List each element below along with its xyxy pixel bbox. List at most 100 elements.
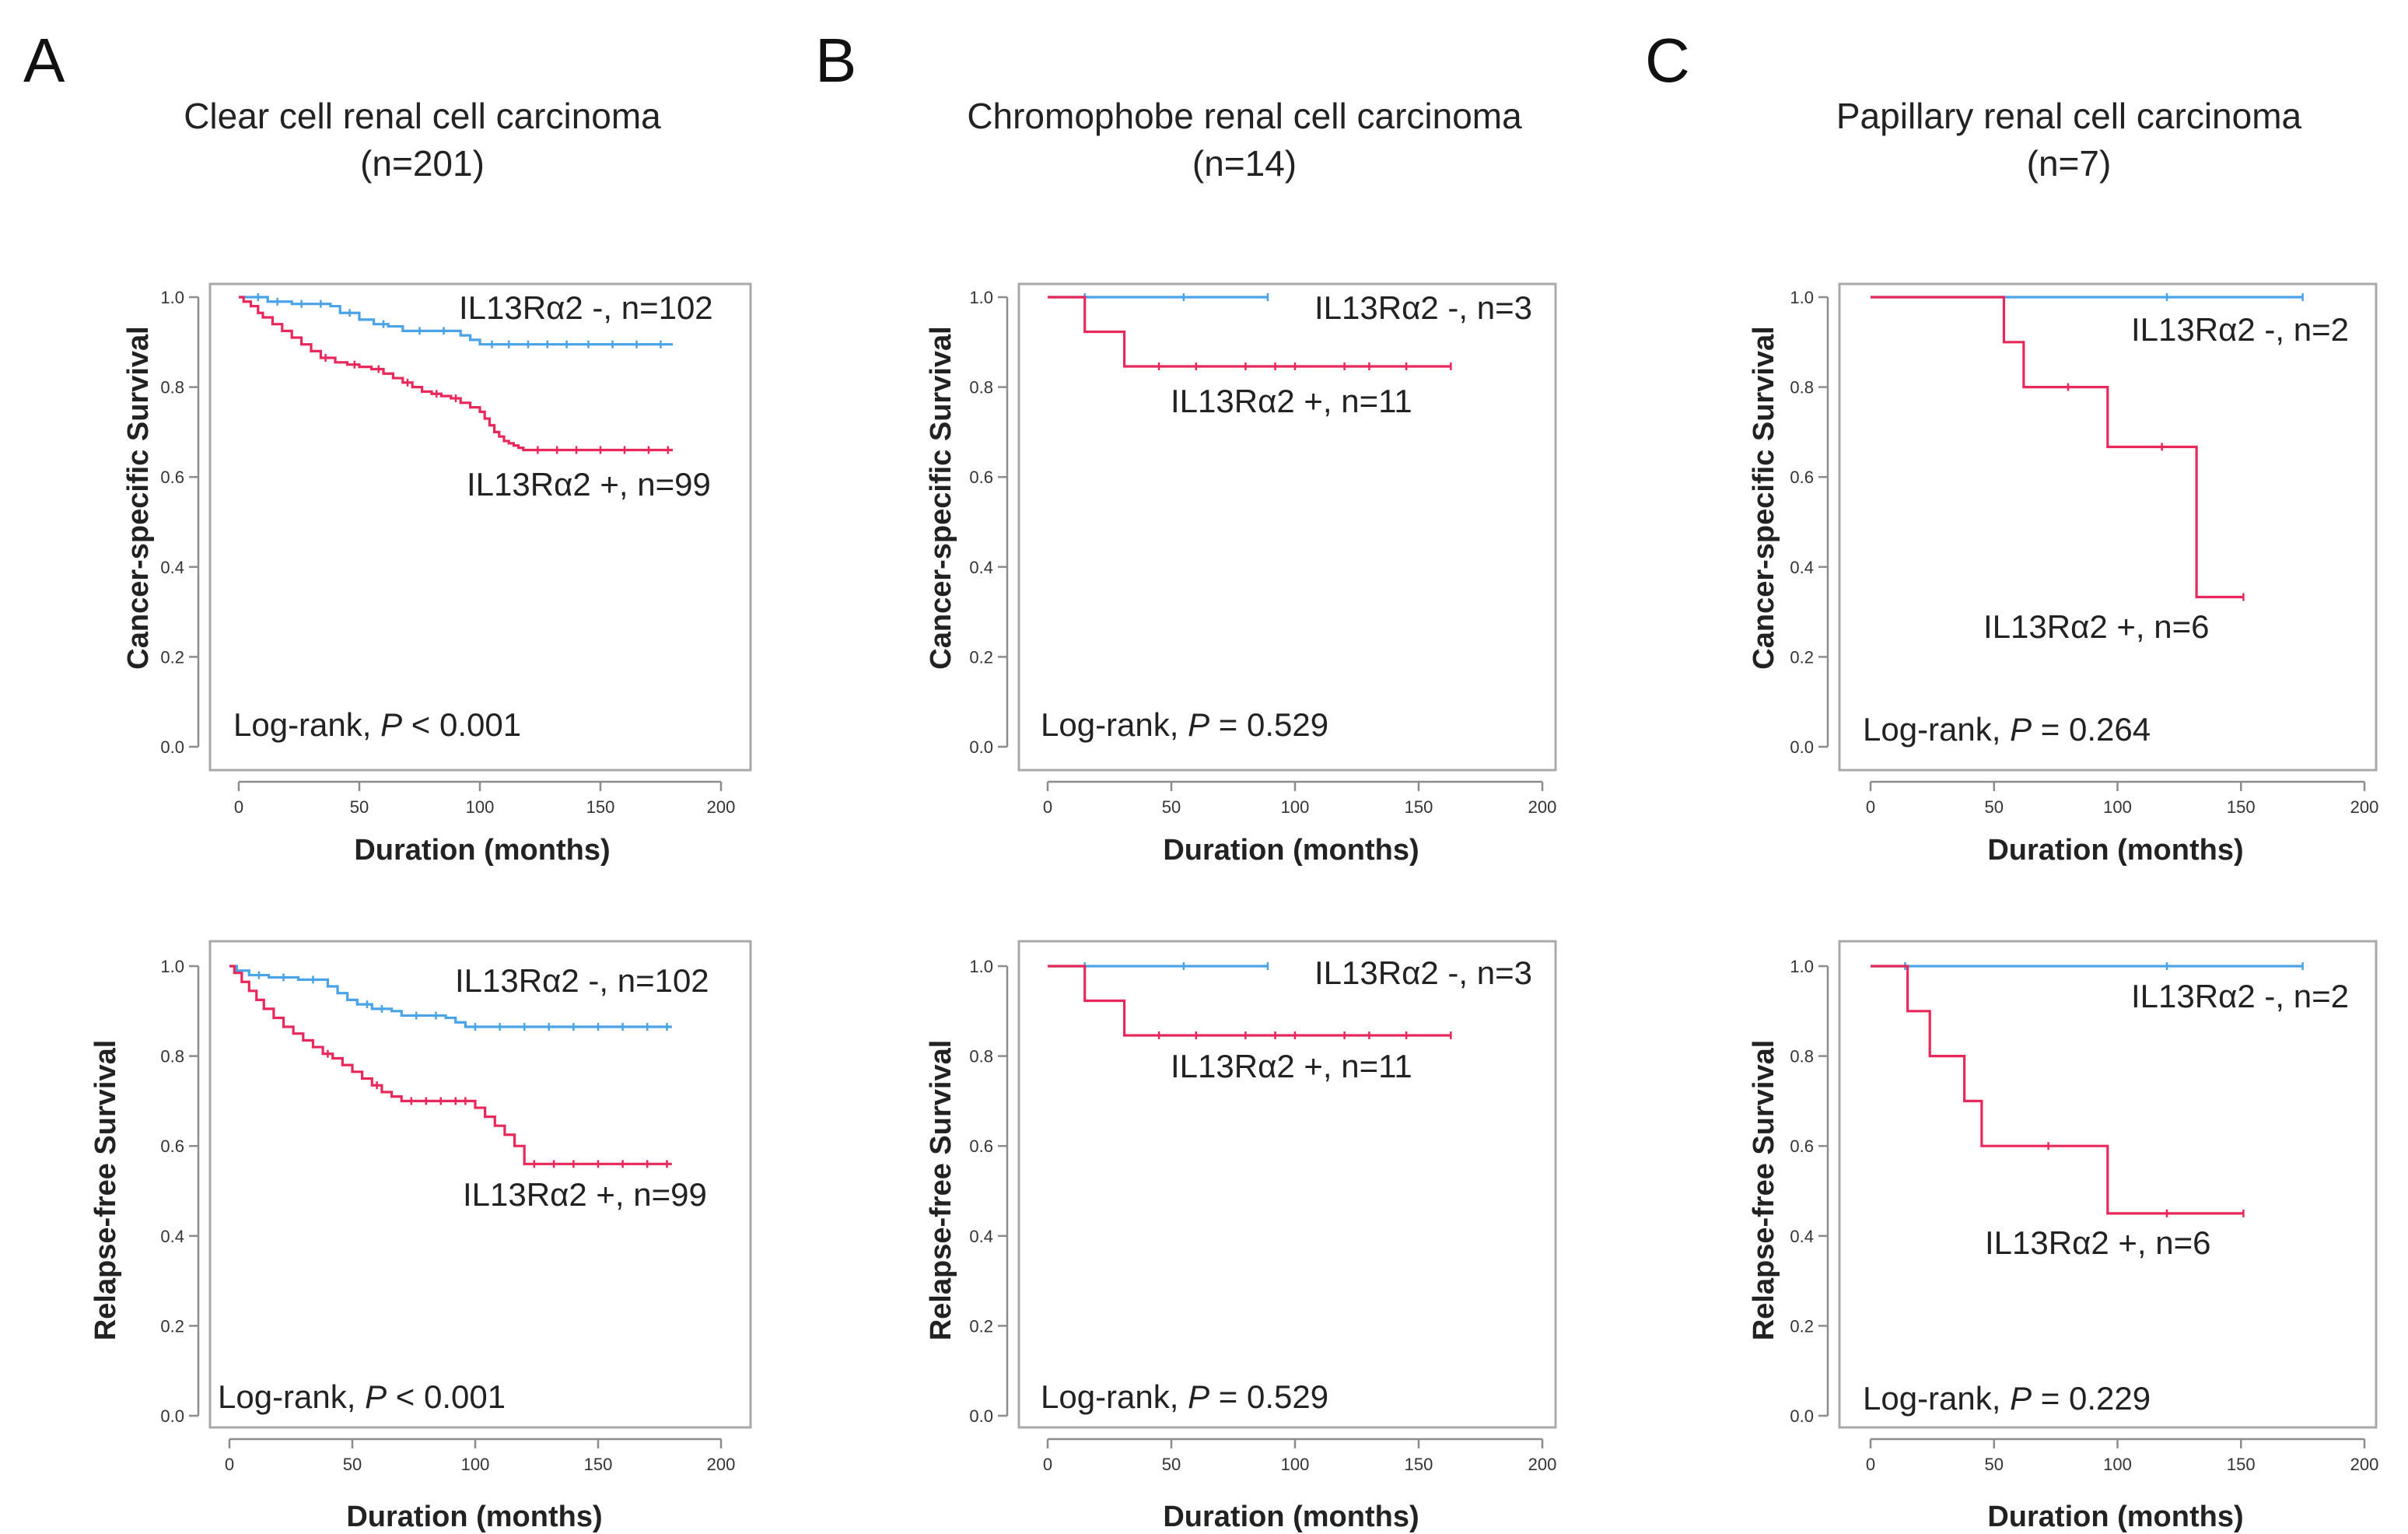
y-tick-label: 0.2 (1790, 647, 1814, 667)
curve-label-positive: IL13Rα2 +, n=6 (1983, 608, 2210, 645)
x-tick-label: 100 (2103, 797, 2132, 817)
y-tick-label: 0.0 (969, 1406, 993, 1426)
curve-label-negative: IL13Rα2 -, n=2 (2131, 978, 2349, 1014)
y-tick-label: 0.4 (969, 1227, 993, 1246)
curve-label-positive: IL13Rα2 +, n=11 (1171, 383, 1412, 419)
y-tick-label: 0.6 (969, 468, 993, 487)
x-tick-label: 100 (1281, 797, 1310, 817)
survival-curve-positive (1871, 965, 2244, 1215)
plot-frame (1017, 940, 1557, 1429)
km-plot-1: 0.0 0.2 0.4 0.6 0.8 1.0 0 50 100 150 200 Cancer-spe… (122, 282, 752, 867)
x-tick-label: 100 (2103, 1455, 2132, 1474)
logrank-pvalue: Log-rank, P = 0.529 (1041, 1378, 1328, 1415)
x-axis-title: Duration (months) (354, 834, 610, 867)
survival-curve-negative (239, 296, 673, 346)
y-tick-label: 0.4 (160, 1227, 184, 1246)
x-axis-title: Duration (months) (1987, 1501, 2243, 1533)
plot-frame (208, 940, 752, 1429)
km-plot-6: 0.0 0.2 0.4 0.6 0.8 1.0 0 50 100 150 200 Relapse-fr… (1748, 940, 2379, 1533)
km-plot-4: 0.0 0.2 0.4 0.6 0.8 1.0 0 50 100 150 200 Relapse-fr… (925, 940, 1557, 1533)
survival-curve-positive (1048, 965, 1451, 1037)
x-tick-label: 50 (350, 797, 369, 817)
x-tick-label: 150 (2227, 797, 2256, 817)
y-tick-label: 0.6 (160, 1136, 184, 1156)
y-tick-label: 0.4 (160, 558, 184, 577)
km-plot-5: 0.0 0.2 0.4 0.6 0.8 1.0 0 50 100 150 200 Cancer-spe… (1748, 282, 2378, 867)
y-tick-label: 0.6 (1790, 468, 1814, 487)
y-tick-label: 0.2 (969, 647, 993, 667)
y-tick-label: 0.0 (1790, 737, 1814, 757)
x-tick-label: 0 (1043, 797, 1052, 817)
logrank-pvalue: Log-rank, P = 0.229 (1863, 1380, 2151, 1417)
x-tick-label: 150 (584, 1455, 613, 1474)
y-tick-label: 0.2 (969, 1316, 993, 1336)
survival-curve-negative (229, 965, 672, 1028)
y-tick-label: 0.0 (160, 737, 184, 757)
curve-label-negative: IL13Rα2 -, n=2 (2131, 311, 2349, 348)
x-tick-label: 50 (1985, 1455, 2004, 1474)
panel-letter-b: B (815, 26, 856, 95)
curve-label-negative: IL13Rα2 -, n=102 (459, 289, 713, 326)
x-tick-label: 100 (1281, 1455, 1310, 1474)
x-tick-label: 100 (466, 797, 495, 817)
curve-label-positive: IL13Rα2 +, n=11 (1171, 1048, 1412, 1084)
curve-label-positive: IL13Rα2 +, n=99 (467, 466, 711, 503)
y-tick-label: 0.2 (160, 1316, 184, 1336)
x-tick-label: 0 (1866, 1455, 1875, 1474)
x-axis-title: Duration (months) (1163, 1501, 1419, 1533)
km-plot-2: 0.0 0.2 0.4 0.6 0.8 1.0 0 50 100 150 200 Relapse-fr… (89, 940, 752, 1533)
y-tick-label: 0.8 (1790, 1047, 1814, 1066)
y-tick-label: 1.0 (1790, 288, 1814, 307)
plot-frame (1017, 282, 1557, 772)
x-tick-label: 0 (1043, 1455, 1052, 1474)
column-title-c: Papillary renal cell carcinoma (1836, 96, 2302, 136)
curve-label-negative: IL13Rα2 -, n=3 (1314, 954, 1532, 991)
plots: 0.0 0.2 0.4 0.6 0.8 1.0 0 50 100 150 200 Cancer-spe… (89, 282, 2379, 1533)
y-tick-label: 0.0 (160, 1406, 184, 1426)
y-tick-label: 0.8 (969, 378, 993, 398)
y-tick-label: 0.0 (1790, 1406, 1814, 1426)
y-axis-title: Cancer-specific Survival (1748, 326, 1780, 669)
curve-label-positive: IL13Rα2 +, n=99 (463, 1176, 707, 1213)
x-tick-label: 150 (586, 797, 615, 817)
x-tick-label: 200 (1528, 797, 1557, 817)
x-tick-label: 0 (234, 797, 243, 817)
logrank-pvalue: Log-rank, P = 0.264 (1863, 711, 2151, 748)
y-tick-label: 0.8 (160, 1047, 184, 1066)
column-n-a: (n=201) (360, 143, 485, 184)
plot-frame (1838, 282, 2378, 772)
x-tick-label: 50 (343, 1455, 362, 1474)
x-tick-label: 150 (1405, 797, 1433, 817)
x-tick-label: 200 (707, 797, 736, 817)
x-axis-title: Duration (months) (1163, 834, 1419, 867)
survival-curve-positive (1048, 296, 1451, 368)
y-tick-label: 0.8 (969, 1047, 993, 1066)
y-tick-label: 1.0 (1790, 957, 1814, 976)
x-tick-label: 200 (2350, 1455, 2379, 1474)
y-axis-title: Cancer-specific Survival (925, 326, 957, 669)
logrank-pvalue: Log-rank, P = 0.529 (1041, 706, 1328, 743)
y-tick-label: 1.0 (969, 957, 993, 976)
column-title-a: Clear cell renal cell carcinoma (184, 96, 661, 136)
y-axis-title: Cancer-specific Survival (122, 326, 155, 669)
y-tick-label: 0.0 (969, 737, 993, 757)
y-tick-label: 0.6 (160, 468, 184, 487)
y-tick-label: 0.4 (1790, 558, 1814, 577)
panel-letter-a: A (23, 26, 65, 95)
y-tick-label: 0.8 (1790, 378, 1814, 398)
x-tick-label: 50 (1162, 797, 1181, 817)
column-title-b: Chromophobe renal cell carcinoma (967, 96, 1522, 136)
x-tick-label: 150 (1405, 1455, 1433, 1474)
plot-frame (1838, 940, 2378, 1429)
y-tick-label: 0.6 (1790, 1136, 1814, 1156)
y-tick-label: 0.2 (1790, 1316, 1814, 1336)
curve-label-positive: IL13Rα2 +, n=6 (1985, 1224, 2211, 1261)
panel-letter-c: C (1645, 26, 1690, 95)
x-tick-label: 0 (1866, 797, 1875, 817)
y-tick-label: 0.4 (1790, 1227, 1814, 1246)
x-tick-label: 0 (225, 1455, 234, 1474)
km-plot-3: 0.0 0.2 0.4 0.6 0.8 1.0 0 50 100 150 200 Cancer-spe… (925, 282, 1557, 867)
y-tick-label: 0.2 (160, 647, 184, 667)
x-tick-label: 100 (461, 1455, 490, 1474)
x-axis-title: Duration (months) (1987, 834, 2243, 867)
